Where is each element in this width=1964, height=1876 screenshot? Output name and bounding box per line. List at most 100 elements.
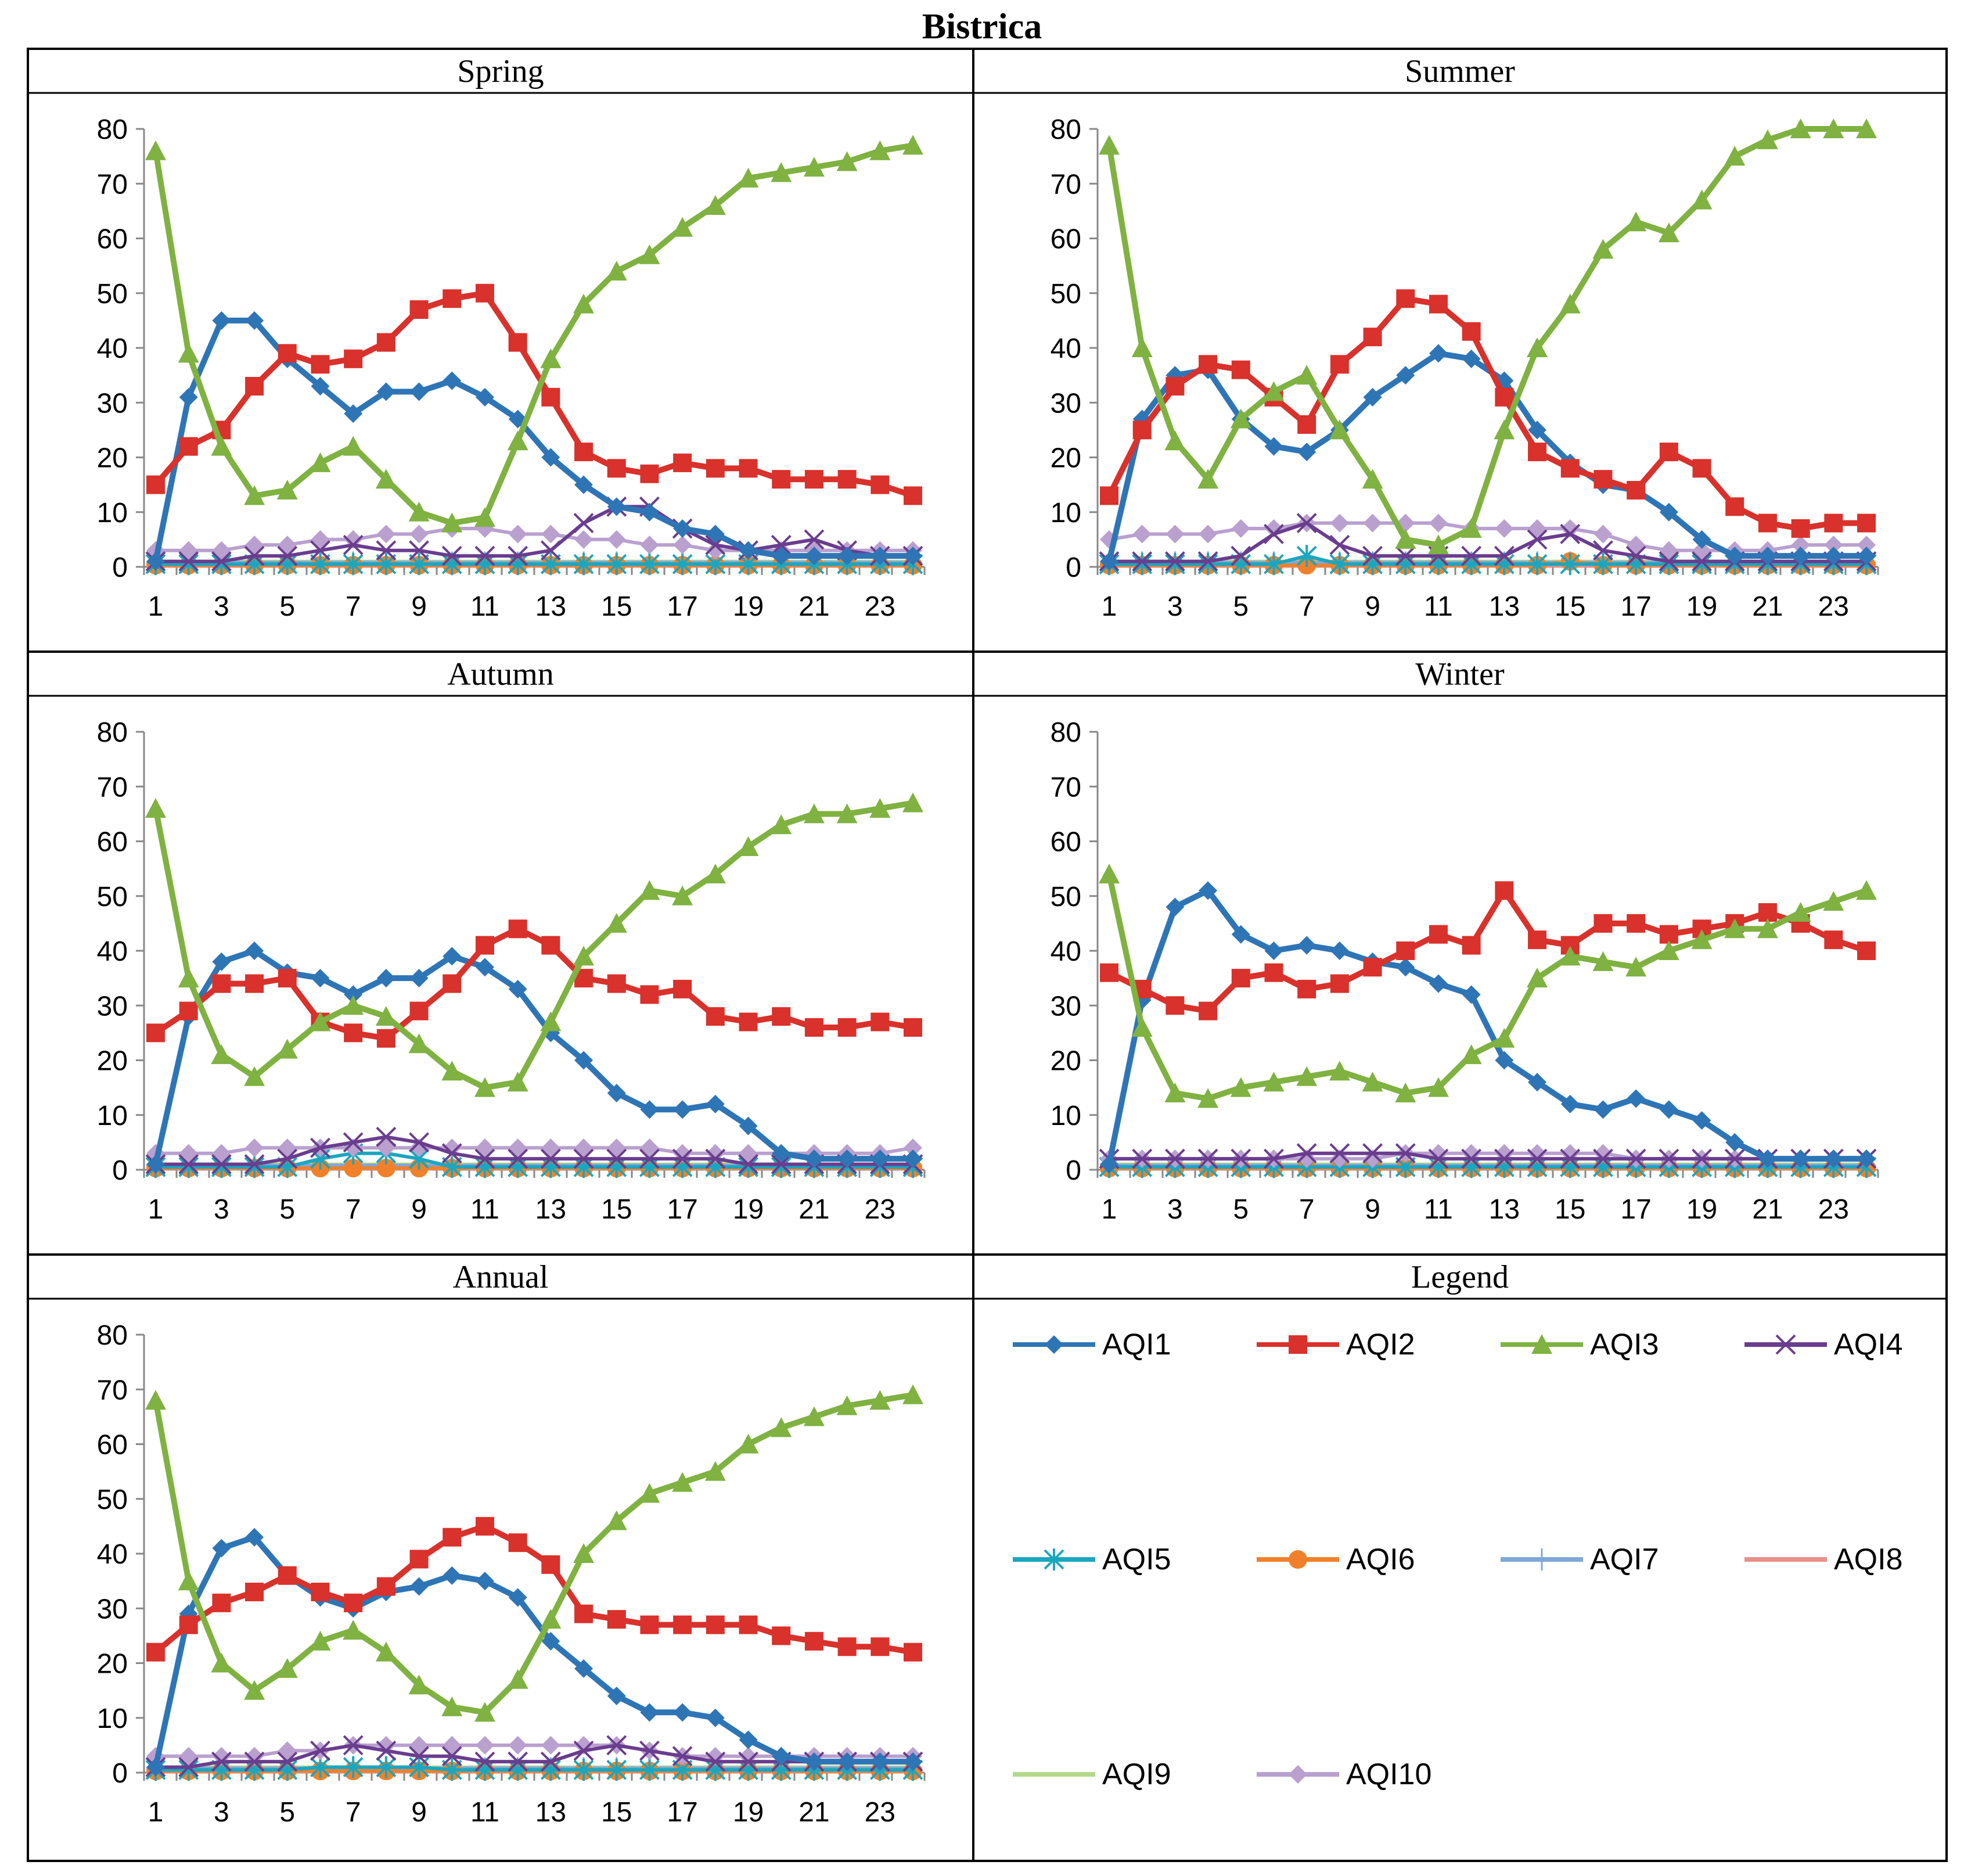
point-aqi3 [606,261,627,281]
point-aqi2 [1100,486,1118,505]
y-tick-label: 30 [97,991,128,1022]
point-aqi1 [837,1752,857,1771]
point-aqi1 [344,404,363,423]
point-aqi4 [310,1740,330,1761]
point-aqi1 [1528,1073,1547,1092]
point-aqi3 [639,1483,660,1503]
point-aqi3 [276,1658,298,1678]
point-aqi2 [1824,930,1843,950]
point-aqi1 [376,382,395,401]
point-aqi3 [1329,1061,1350,1081]
x-tick-label: 13 [535,591,566,622]
point-aqi3 [1757,129,1778,149]
point-aqi10 [673,536,692,555]
point-aqi3 [1757,918,1778,939]
point-aqi4 [705,1751,726,1772]
point-aqi4 [211,1154,232,1174]
point-aqi3 [474,1077,495,1097]
panel-title-winter: Winter [1415,656,1505,692]
point-aqi2 [772,1007,791,1026]
point-aqi4 [606,1148,627,1169]
point-aqi10 [443,1138,462,1158]
point-aqi4 [540,540,561,561]
legend-symbol-aqi1 [1013,1335,1095,1354]
y-tick-label: 50 [1051,279,1081,310]
point-aqi3 [836,151,858,171]
point-aqi1 [1627,1089,1646,1108]
x-tick-label: 3 [214,1194,229,1225]
point-aqi4 [376,540,397,561]
point-aqi2 [1593,914,1613,933]
point-aqi4 [1264,524,1284,544]
point-aqi10 [1495,519,1514,538]
point-aqi3 [310,1630,331,1651]
point-aqi10 [541,524,560,544]
series-line-aqi10 [156,527,913,552]
point-aqi1 [1758,547,1777,566]
point-aqi10 [1824,536,1843,555]
point-aqi4 [1197,551,1218,572]
y-tick-label: 30 [97,1594,128,1625]
y-tick-label: 40 [97,333,128,364]
x-tick-label: 5 [1233,1194,1249,1225]
point-aqi2 [311,355,330,374]
x-tick-label: 15 [1555,591,1585,622]
point-aqi3 [1197,1088,1219,1108]
series-aqi5 [1099,545,1877,576]
point-aqi2 [376,1029,395,1048]
series-aqi2 [146,283,922,505]
legend-marker [1531,1334,1552,1354]
legend-symbol-aqi4 [1744,1334,1827,1355]
point-aqi1 [673,1100,692,1119]
y-tick-label: 10 [97,1101,128,1131]
panel-title-summer: Summer [1405,53,1515,89]
point-aqi3 [310,452,331,472]
point-aqi10 [1330,513,1349,533]
legend-label: AQI1 [1102,1328,1171,1361]
point-aqi3 [803,156,825,177]
y-tick-label: 70 [97,772,128,803]
point-aqi2 [640,464,659,483]
point-aqi1 [1692,1111,1711,1130]
point-aqi4 [508,1148,528,1169]
series-line-aqi4 [156,1135,913,1166]
x-tick-label: 17 [1620,591,1651,622]
point-aqi2 [146,1643,165,1662]
point-aqi10 [1429,513,1448,533]
point-aqi3 [1790,118,1811,138]
point-aqi2 [508,333,527,352]
point-aqi4 [573,1740,594,1761]
point-aqi2 [1627,914,1646,933]
x-tick-label: 17 [667,591,697,622]
x-tick-label: 9 [411,591,427,622]
point-aqi3 [310,1011,331,1032]
point-aqi1 [871,1752,890,1771]
point-aqi4 [705,1148,726,1169]
point-aqi4 [1362,545,1383,566]
point-aqi4 [1329,1143,1350,1164]
point-aqi1 [871,547,890,566]
point-aqi10 [1791,536,1810,555]
legend-item-aqi2: AQI2 [1254,1324,1415,1365]
point-aqi2 [443,289,462,308]
point-aqi10 [1132,524,1152,544]
point-aqi3 [1164,1083,1186,1103]
point-aqi2 [1627,481,1646,500]
legend-item-aqi3: AQI3 [1498,1324,1659,1365]
point-aqi1 [146,1155,165,1174]
point-aqi4 [1329,534,1350,555]
point-aqi2 [311,1582,330,1601]
point-aqi2 [1363,958,1382,977]
point-aqi2 [1495,387,1514,407]
point-aqi3 [1724,146,1746,166]
point-aqi10 [739,1144,758,1163]
y-tick-label: 20 [97,443,128,474]
point-aqi3 [738,1433,759,1454]
point-aqi10 [508,1138,527,1158]
point-aqi2 [146,1023,165,1043]
point-aqi1 [409,969,429,988]
point-aqi3 [771,814,792,835]
point-aqi4 [1625,545,1646,566]
y-tick-label: 0 [112,1758,128,1789]
